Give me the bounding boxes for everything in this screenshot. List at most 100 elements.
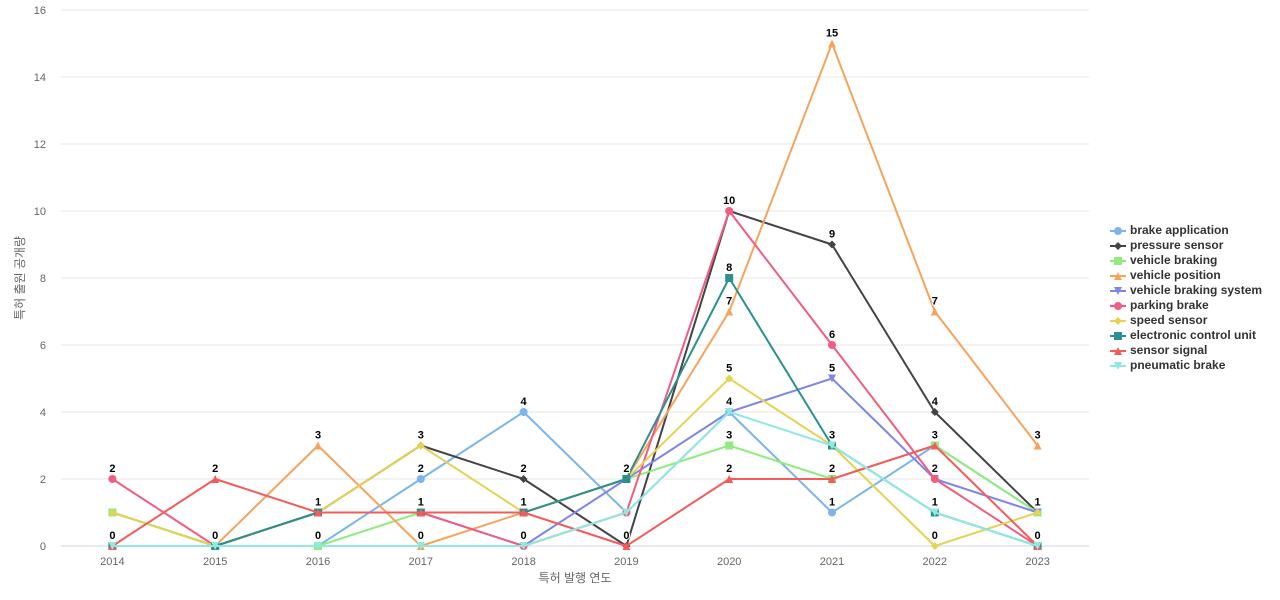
data-point[interactable]: [1033, 441, 1042, 450]
data-point[interactable]: [930, 542, 939, 550]
data-point[interactable]: [930, 508, 939, 517]
data-label: 0: [623, 530, 629, 542]
data-label: 7: [932, 296, 938, 308]
data-label: 0: [521, 530, 527, 542]
legend-item[interactable]: pressure sensor: [1108, 238, 1262, 253]
legend-label: pneumatic brake: [1130, 358, 1226, 372]
data-label: 3: [726, 430, 732, 442]
legend-item[interactable]: vehicle braking system: [1108, 283, 1262, 298]
data-label: 1: [315, 497, 321, 509]
data-point[interactable]: [211, 542, 220, 550]
data-point[interactable]: [1033, 508, 1042, 517]
data-point[interactable]: [930, 408, 939, 416]
legend-symbol: [1110, 271, 1126, 280]
data-point[interactable]: [108, 508, 117, 517]
data-point[interactable]: [519, 475, 528, 483]
data-point[interactable]: [828, 508, 836, 517]
data-point[interactable]: [519, 408, 528, 416]
data-point[interactable]: [416, 542, 425, 550]
legend-label: pressure sensor: [1130, 238, 1224, 252]
series-pneumatic-brake: [108, 408, 1042, 550]
legend-item[interactable]: sensor signal: [1108, 343, 1262, 358]
data-label: 4: [726, 396, 733, 408]
data-point[interactable]: [930, 307, 939, 316]
data-label: 15: [826, 28, 838, 40]
x-tick-label: 2018: [511, 556, 535, 568]
data-point[interactable]: [828, 441, 836, 450]
legend-item[interactable]: brake application: [1108, 223, 1262, 238]
data-point[interactable]: [314, 508, 322, 517]
legend-symbol: [1110, 331, 1126, 340]
legend-item[interactable]: speed sensor: [1108, 313, 1262, 328]
data-label: 8: [726, 262, 732, 274]
series-line[interactable]: [111, 42, 1039, 547]
data-point[interactable]: [108, 475, 117, 483]
legend-label: vehicle braking system: [1130, 283, 1263, 297]
data-point[interactable]: [314, 542, 322, 550]
legend-marker: [1114, 301, 1122, 310]
data-point[interactable]: [416, 475, 425, 483]
data-label: 0: [932, 530, 938, 542]
data-point[interactable]: [930, 475, 939, 483]
x-axis-ticks: 2014 2015 2016 2017 2018 2019 2020 2021 2022 2023: [100, 556, 1050, 568]
data-point[interactable]: [828, 341, 836, 349]
y-tick-label: 4: [40, 407, 46, 419]
legend-label: brake application: [1130, 223, 1229, 237]
data-point[interactable]: [314, 441, 322, 450]
data-label: 2: [726, 463, 732, 475]
data-point[interactable]: [519, 542, 528, 550]
data-label: 0: [109, 530, 115, 542]
data-point[interactable]: [725, 307, 734, 316]
data-point[interactable]: [622, 542, 631, 550]
legend-symbol: [1110, 316, 1126, 325]
data-point[interactable]: [725, 207, 734, 215]
data-point[interactable]: [1033, 542, 1042, 550]
legend-item[interactable]: vehicle position: [1108, 268, 1262, 283]
legend-symbol: [1110, 256, 1126, 265]
y-tick-label: 8: [40, 273, 46, 285]
y-tick-label: 16: [34, 5, 46, 17]
legend-item[interactable]: pneumatic brake: [1108, 358, 1262, 373]
data-point[interactable]: [622, 475, 631, 483]
data-point[interactable]: [725, 475, 734, 483]
data-point[interactable]: [519, 508, 528, 517]
data-point[interactable]: [108, 542, 117, 550]
data-point[interactable]: [930, 441, 939, 450]
legend-marker: [1114, 361, 1122, 370]
data-point[interactable]: [828, 374, 836, 383]
data-label: 3: [418, 430, 424, 442]
data-point[interactable]: [416, 441, 425, 450]
legend-label: vehicle braking: [1130, 253, 1218, 267]
legend-marker: [1114, 226, 1122, 235]
legend-marker: [1114, 241, 1122, 250]
data-point[interactable]: [725, 374, 734, 383]
legend-item[interactable]: electronic control unit: [1108, 328, 1262, 343]
x-tick-label: 2022: [923, 556, 947, 568]
data-point[interactable]: [622, 508, 631, 517]
data-label: 5: [726, 363, 732, 375]
data-label: 6: [829, 329, 835, 341]
data-point[interactable]: [725, 408, 734, 416]
x-tick-label: 2019: [614, 556, 638, 568]
data-label: 3: [932, 430, 938, 442]
y-tick-label: 6: [40, 340, 46, 352]
series-line[interactable]: [111, 411, 1039, 547]
data-point[interactable]: [725, 441, 734, 450]
data-point[interactable]: [211, 475, 220, 483]
legend-item[interactable]: vehicle braking: [1108, 253, 1262, 268]
data-point[interactable]: [828, 240, 836, 249]
series-parking-brake: [108, 207, 1042, 550]
data-point[interactable]: [416, 508, 425, 517]
legend-item[interactable]: parking brake: [1108, 298, 1262, 313]
data-point[interactable]: [828, 475, 836, 483]
legend-label: parking brake: [1130, 298, 1209, 312]
data-label: 0: [1035, 530, 1041, 542]
x-tick-label: 2015: [203, 556, 227, 568]
data-label: 4: [932, 396, 939, 408]
data-point[interactable]: [828, 39, 836, 48]
data-point[interactable]: [725, 274, 734, 282]
x-axis-title: 특허 발행 연도: [539, 570, 612, 585]
series-pressure-sensor: [108, 207, 1042, 550]
y-tick-label: 0: [40, 541, 46, 553]
